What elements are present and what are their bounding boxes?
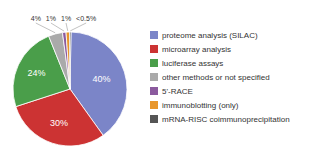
legend-swatch [150,59,158,67]
data-label: 4% [31,15,41,22]
leader-line [36,23,55,33]
legend-label: other methods or not specified [162,73,270,82]
legend-label: microarray analysis [162,45,231,54]
legend-swatch [150,101,158,109]
slice [49,33,70,89]
slice [70,32,71,89]
legend-item: proteome analysis (SILAC) [150,31,258,40]
leader-line [70,23,86,31]
leader-line [51,23,64,31]
legend-item: immunoblotting (only) [150,101,239,110]
data-label: 1% [46,15,56,22]
data-label: 30% [50,118,68,128]
legend-item: luciferase assays [150,59,223,68]
data-label: 1% [61,15,71,22]
pie [13,32,127,146]
legend-item: other methods or not specified [150,73,270,82]
legend: proteome analysis (SILAC) microarray anal… [150,31,290,124]
legend-item: microarray analysis [150,45,231,54]
legend-label: proteome analysis (SILAC) [162,31,258,40]
legend-item: 5'-RACE [150,87,193,96]
legend-label: 5'-RACE [162,87,193,96]
legend-swatch [150,73,158,81]
legend-item: mRNA-RISC coimmunoprecipitation [150,115,290,124]
legend-label: mRNA-RISC coimmunoprecipitation [162,115,290,124]
slice [66,32,70,89]
slice [62,32,70,89]
data-label: 40% [93,74,111,84]
legend-swatch [150,31,158,39]
chart: 40% 30% 24% 4% 1% 1% <0.5% proteome analysis (S… [0,0,327,154]
legend-label: immunoblotting (only) [162,101,239,110]
leader-line [66,23,68,31]
data-label: 24% [27,68,45,78]
legend-swatch [150,45,158,53]
legend-swatch [150,87,158,95]
data-label: <0.5% [76,15,96,22]
data-labels: 40% 30% 24% 4% 1% 1% <0.5% [27,15,110,128]
legend-swatch [150,115,158,123]
legend-label: luciferase assays [162,59,223,68]
